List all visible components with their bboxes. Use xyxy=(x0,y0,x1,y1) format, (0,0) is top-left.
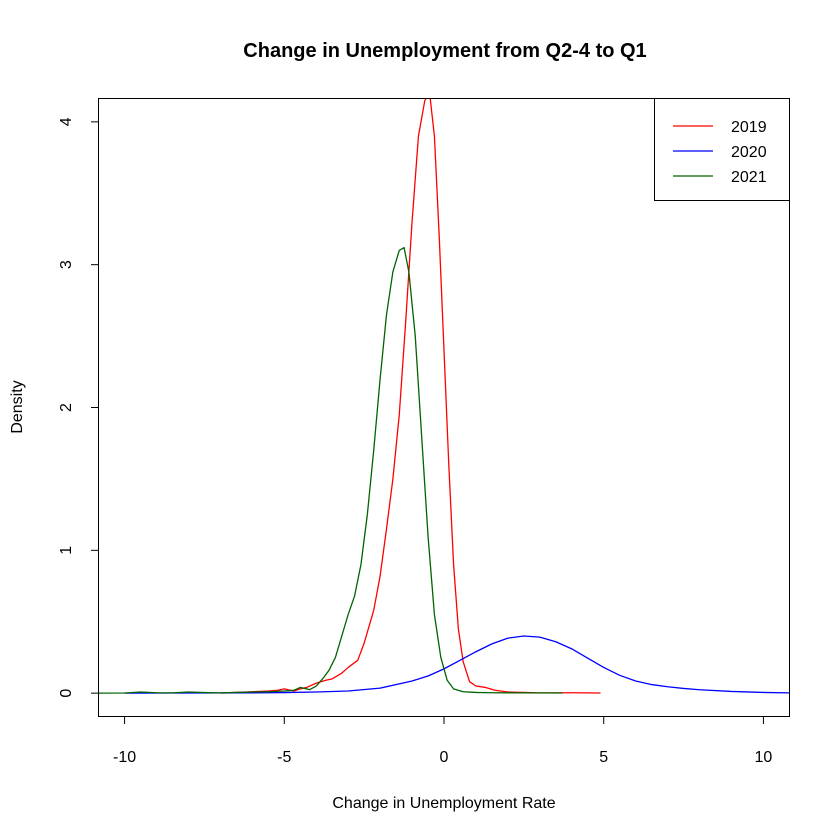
legend-label-2021: 2021 xyxy=(731,169,767,186)
legend-box xyxy=(654,98,790,201)
y-tick-label: 2 xyxy=(58,403,75,412)
legend: 2019 2020 2021 xyxy=(654,98,790,201)
x-tick-label: -5 xyxy=(277,749,291,766)
x-tick-label: 10 xyxy=(755,749,773,766)
y-tick-label: 1 xyxy=(58,546,75,555)
y-tick-label: 3 xyxy=(58,260,75,269)
series-line-2021 xyxy=(99,246,563,694)
x-axis: -10 -5 0 5 10 xyxy=(113,716,772,766)
y-tick-label: 4 xyxy=(58,117,75,126)
series-line-2020 xyxy=(124,635,789,694)
x-tick-label: 0 xyxy=(440,749,449,766)
x-tick-label: -10 xyxy=(113,749,136,766)
y-axis: 0 1 2 3 4 xyxy=(58,117,99,698)
y-tick-label: 0 xyxy=(58,689,75,698)
chart-title: Change in Unemployment from Q2-4 to Q1 xyxy=(243,40,646,62)
legend-label-2019: 2019 xyxy=(731,119,767,136)
series-layer xyxy=(99,99,789,694)
x-axis-label: Change in Unemployment Rate xyxy=(332,795,555,812)
y-axis-label: Density xyxy=(9,380,26,433)
x-tick-label: 5 xyxy=(599,749,608,766)
legend-label-2020: 2020 xyxy=(731,144,767,161)
series-line-2019 xyxy=(220,99,601,694)
